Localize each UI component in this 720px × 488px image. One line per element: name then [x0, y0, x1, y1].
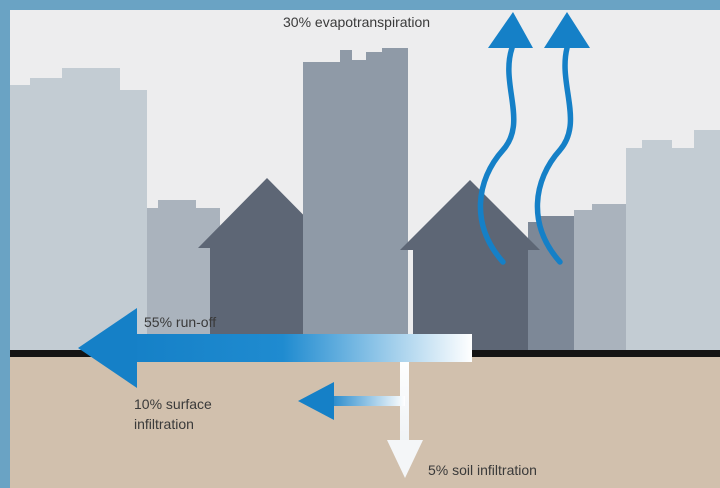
soil-infiltration-label: 5% soil infiltration [428, 462, 537, 478]
runoff-arrowhead [78, 308, 137, 388]
soil-infiltration-arrowhead [387, 440, 423, 478]
house-right [400, 180, 540, 355]
ground [10, 355, 720, 488]
building-left-mid [147, 200, 220, 355]
evapotranspiration-arrowhead-1 [488, 12, 533, 48]
runoff-label: 55% run-off [144, 314, 217, 330]
surface-infiltration-shaft [325, 396, 405, 406]
house-left [198, 178, 336, 355]
evapotranspiration-arrow-1 [477, 45, 517, 265]
tower-center [303, 48, 408, 355]
building-right-mid [574, 204, 626, 355]
building-left-tall [10, 68, 147, 355]
evapotranspiration-label: 30% evapotranspiration [283, 14, 431, 30]
building-right-dark [528, 216, 574, 355]
evapotranspiration-arrow-2 [534, 45, 574, 265]
runoff-arrow [78, 308, 472, 388]
background-buildings [10, 68, 720, 355]
left-arrow-icon [298, 382, 405, 420]
evapotranspiration-arrowhead-2 [544, 12, 590, 48]
wavy-up-arrow-icon [477, 12, 590, 265]
surface-infiltration-arrowhead [298, 382, 334, 420]
runoff-arrow-shaft [128, 334, 472, 362]
surface-infiltration-label: 10% surface infiltration [134, 396, 212, 432]
building-right-tall [626, 130, 720, 355]
